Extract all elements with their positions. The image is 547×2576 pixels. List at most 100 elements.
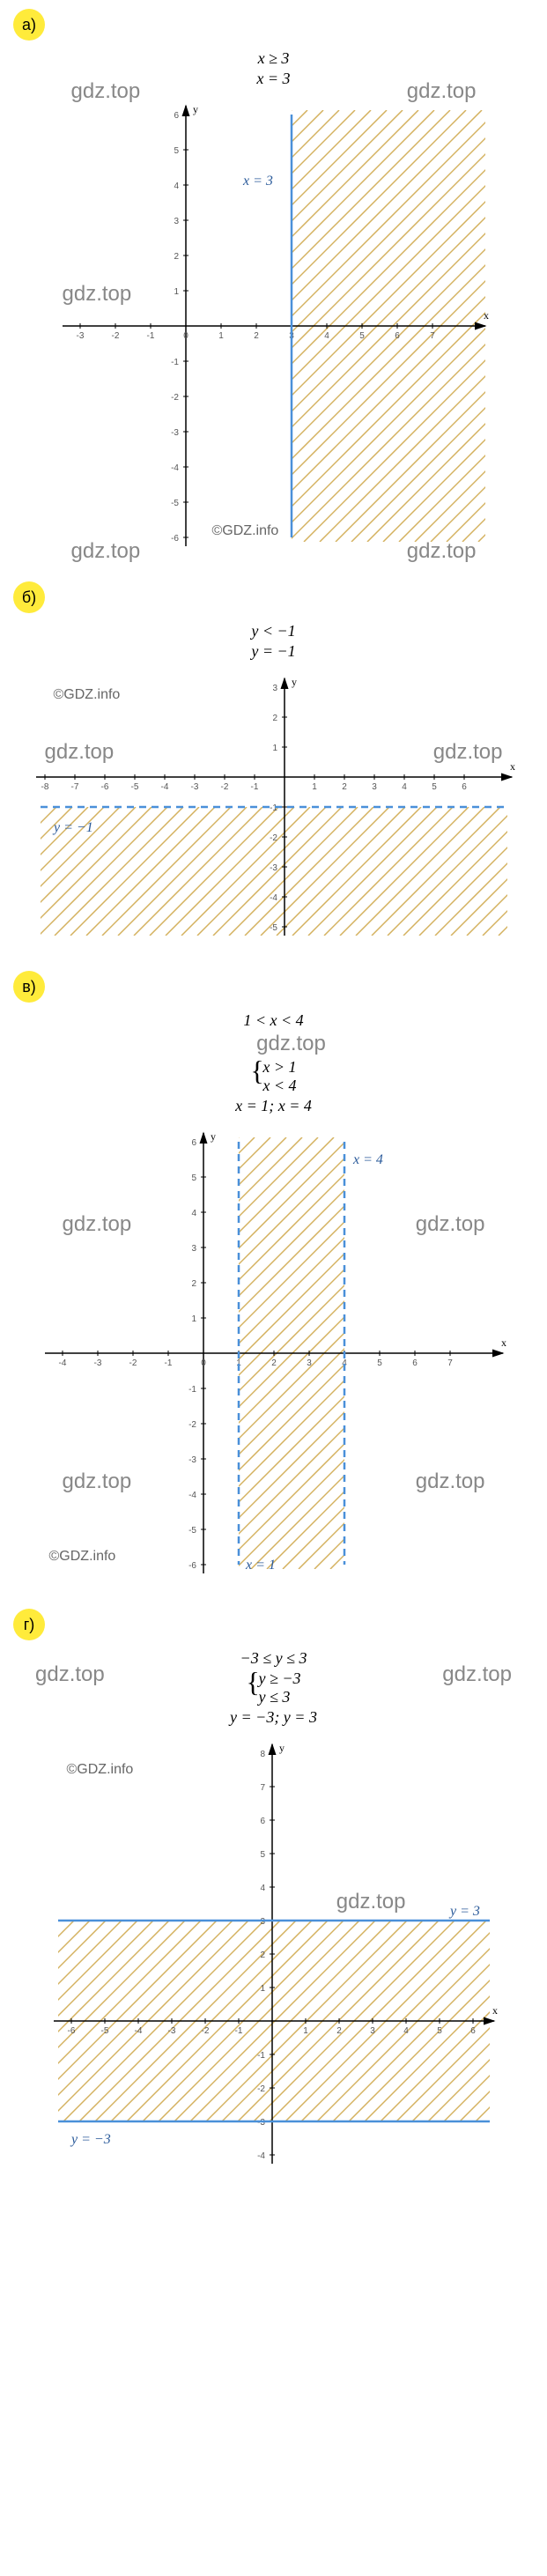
svg-text:y = 3: y = 3	[448, 1904, 480, 1919]
badge-b: б)	[13, 581, 45, 613]
svg-text:1: 1	[174, 287, 179, 297]
svg-text:-8: -8	[41, 782, 48, 792]
svg-text:5: 5	[191, 1173, 196, 1183]
svg-text:1: 1	[218, 331, 224, 341]
svg-text:-7: -7	[70, 782, 78, 792]
svg-text:-5: -5	[270, 923, 277, 933]
system-g-2: y ≤ 3	[258, 1688, 290, 1706]
svg-text:1: 1	[303, 2026, 308, 2036]
svg-text:1: 1	[260, 1984, 265, 1994]
svg-text:-1: -1	[164, 1358, 172, 1368]
formula-g-1: −3 ≤ y ≤ 3	[0, 1649, 547, 1668]
svg-text:-4: -4	[160, 782, 168, 792]
svg-text:-3: -3	[76, 331, 84, 341]
svg-text:4: 4	[191, 1209, 196, 1218]
svg-text:7: 7	[430, 331, 435, 341]
svg-text:-4: -4	[257, 2151, 265, 2161]
svg-text:-4: -4	[188, 1491, 196, 1500]
svg-text:5: 5	[174, 146, 179, 156]
svg-text:1: 1	[312, 782, 317, 792]
svg-text:-2: -2	[171, 393, 179, 403]
svg-text:y: y	[211, 1130, 216, 1143]
svg-text:-2: -2	[257, 2084, 265, 2094]
svg-text:4: 4	[260, 1884, 265, 1893]
formula-block-b: y < −1 y = −1	[0, 622, 547, 661]
formula-b-1: y < −1	[0, 622, 547, 640]
svg-text:8: 8	[260, 1750, 265, 1759]
svg-text:2: 2	[174, 252, 179, 262]
section-b: б) y < −1 y = −1 ©GDZ.info gdz.top gdz.t…	[0, 573, 547, 962]
svg-text:6: 6	[260, 1817, 265, 1826]
badge-a: а)	[13, 9, 45, 41]
svg-text:6: 6	[470, 2026, 476, 2036]
svg-text:5: 5	[377, 1358, 382, 1368]
svg-text:-6: -6	[188, 1561, 196, 1571]
svg-text:-3: -3	[270, 863, 277, 873]
svg-text:6: 6	[462, 782, 467, 792]
chart-b: ©GDZ.info gdz.top gdz.top xy-8-7-6-5-4-3…	[27, 670, 521, 944]
svg-text:y: y	[193, 103, 198, 115]
svg-text:-3: -3	[188, 1455, 196, 1465]
svg-text:-1: -1	[234, 2026, 242, 2036]
formula-a-2: x = 3	[0, 70, 547, 88]
svg-text:-6: -6	[171, 534, 179, 544]
svg-text:x: x	[484, 309, 489, 322]
svg-text:x = 3: x = 3	[242, 174, 273, 189]
svg-text:3: 3	[307, 1358, 312, 1368]
formula-v-1: 1 < x < 4	[0, 1011, 547, 1030]
svg-text:-2: -2	[201, 2026, 209, 2036]
svg-text:3: 3	[272, 684, 277, 693]
svg-text:6: 6	[395, 331, 400, 341]
section-g: г) gdz.top gdz.top −3 ≤ y ≤ 3 y ≥ −3 y ≤…	[0, 1600, 547, 2190]
svg-text:-1: -1	[250, 782, 258, 792]
system-g-1: y ≥ −3	[258, 1669, 300, 1687]
formula-block-a: x ≥ 3 x = 3	[0, 49, 547, 88]
svg-text:2: 2	[271, 1358, 277, 1368]
svg-text:-4: -4	[58, 1358, 66, 1368]
svg-text:-3: -3	[257, 2118, 265, 2128]
svg-text:4: 4	[402, 782, 407, 792]
svg-text:y: y	[292, 676, 297, 688]
formula-block-v: 1 < x < 4 gdz.top x > 1 x < 4 x = 1; x =…	[0, 1011, 547, 1115]
badge-v: в)	[13, 971, 45, 1003]
svg-text:2: 2	[336, 2026, 342, 2036]
svg-text:1: 1	[191, 1314, 196, 1324]
svg-text:7: 7	[260, 1783, 265, 1793]
svg-text:x: x	[492, 2004, 498, 2017]
svg-text:7: 7	[447, 1358, 453, 1368]
svg-text:-3: -3	[93, 1358, 101, 1368]
svg-text:-2: -2	[188, 1420, 196, 1430]
svg-text:-1: -1	[146, 331, 154, 341]
svg-text:-5: -5	[100, 2026, 108, 2036]
svg-text:-1: -1	[171, 358, 179, 367]
svg-text:-4: -4	[134, 2026, 142, 2036]
chart-g: ©GDZ.info gdz.top xy-6-5-4-3-2-1123456-4…	[45, 1736, 503, 2173]
svg-text:-2: -2	[270, 833, 277, 843]
svg-text:-4: -4	[270, 893, 277, 903]
section-v: в) 1 < x < 4 gdz.top x > 1 x < 4 x = 1; …	[0, 962, 547, 1600]
formula-v-system: x > 1 x < 4	[0, 1058, 547, 1095]
formula-block-g: gdz.top gdz.top −3 ≤ y ≤ 3 y ≥ −3 y ≤ 3 …	[0, 1649, 547, 1727]
svg-text:y: y	[279, 1742, 285, 1754]
system-v-2: x < 4	[262, 1077, 296, 1094]
svg-text:1: 1	[272, 744, 277, 753]
svg-text:-1: -1	[270, 803, 277, 813]
svg-text:-5: -5	[188, 1526, 196, 1536]
svg-text:3: 3	[260, 1917, 265, 1927]
svg-text:-1: -1	[257, 2051, 265, 2061]
chart-a: gdz.top gdz.top xy-3-2-101234567-6-5-4-3…	[54, 97, 494, 555]
svg-text:3: 3	[370, 2026, 375, 2036]
svg-text:2: 2	[260, 1951, 265, 1960]
svg-text:x: x	[510, 760, 515, 773]
svg-text:x: x	[501, 1336, 506, 1349]
svg-text:-3: -3	[171, 428, 179, 438]
svg-text:6: 6	[174, 111, 179, 121]
formula-g-3: y = −3; y = 3	[0, 1708, 547, 1727]
svg-text:0: 0	[201, 1358, 206, 1368]
svg-text:y = −3: y = −3	[70, 2132, 111, 2147]
formula-b-2: y = −1	[0, 642, 547, 661]
svg-text:-5: -5	[130, 782, 138, 792]
svg-text:-6: -6	[67, 2026, 75, 2036]
svg-text:-3: -3	[190, 782, 198, 792]
svg-text:4: 4	[174, 181, 179, 191]
